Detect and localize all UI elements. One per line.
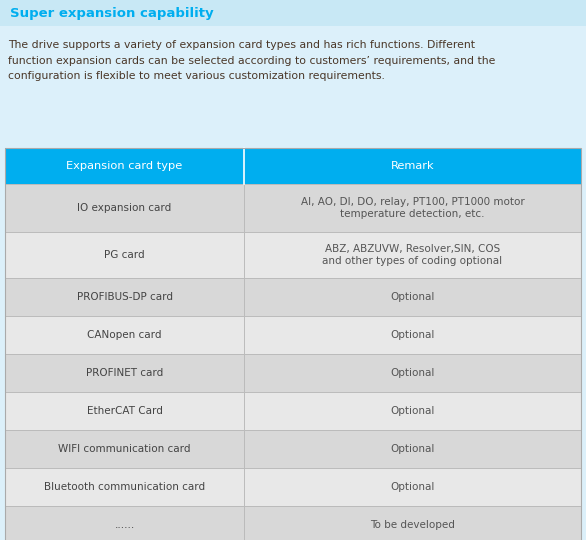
Text: Optional: Optional: [390, 406, 435, 416]
Bar: [5, 148, 581, 540]
Text: Super expansion capability: Super expansion capability: [10, 6, 214, 19]
Bar: [5, 148, 581, 184]
Bar: [5, 232, 581, 278]
Bar: [5, 278, 581, 316]
Bar: [5, 392, 581, 430]
Bar: [5, 430, 581, 468]
Text: IO expansion card: IO expansion card: [77, 203, 172, 213]
Text: Expansion card type: Expansion card type: [66, 161, 183, 171]
Text: PROFIBUS-DP card: PROFIBUS-DP card: [77, 292, 172, 302]
Bar: [5, 316, 581, 354]
Text: The drive supports a variety of expansion card types and has rich functions. Dif: The drive supports a variety of expansio…: [8, 40, 475, 50]
Text: ......: ......: [114, 520, 135, 530]
Text: PG card: PG card: [104, 250, 145, 260]
Text: To be developed: To be developed: [370, 520, 455, 530]
Text: WIFI communication card: WIFI communication card: [58, 444, 191, 454]
Text: Optional: Optional: [390, 368, 435, 378]
Text: ABZ, ABZUVW, Resolver,SIN, COS
and other types of coding optional: ABZ, ABZUVW, Resolver,SIN, COS and other…: [322, 244, 503, 266]
Text: configuration is flexible to meet various customization requirements.: configuration is flexible to meet variou…: [8, 71, 385, 81]
Text: Remark: Remark: [391, 161, 434, 171]
Bar: [5, 506, 581, 540]
Bar: [0, 0, 586, 26]
Text: function expansion cards can be selected according to customers’ requirements, a: function expansion cards can be selected…: [8, 56, 495, 65]
Text: AI, AO, DI, DO, relay, PT100, PT1000 motor
temperature detection, etc.: AI, AO, DI, DO, relay, PT100, PT1000 mot…: [301, 197, 524, 219]
Text: EtherCAT Card: EtherCAT Card: [87, 406, 162, 416]
Text: CANopen card: CANopen card: [87, 330, 162, 340]
Text: Optional: Optional: [390, 292, 435, 302]
Text: Optional: Optional: [390, 330, 435, 340]
Text: Bluetooth communication card: Bluetooth communication card: [44, 482, 205, 492]
Bar: [5, 184, 581, 232]
Text: Optional: Optional: [390, 482, 435, 492]
Text: Optional: Optional: [390, 444, 435, 454]
Bar: [5, 468, 581, 506]
Bar: [5, 354, 581, 392]
Text: PROFINET card: PROFINET card: [86, 368, 163, 378]
